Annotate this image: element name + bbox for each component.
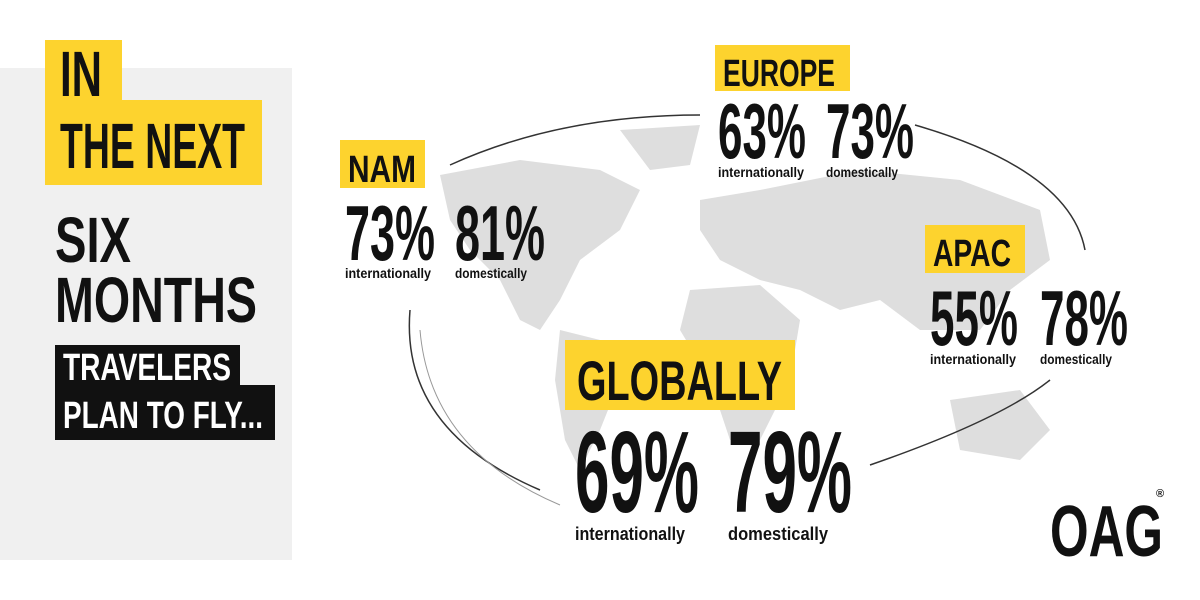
- dom-value: 78%: [1040, 274, 1128, 362]
- headline-line: IN: [60, 38, 102, 110]
- region-name: GLOBALLY: [577, 349, 782, 412]
- sub-box: [55, 385, 275, 440]
- region-box: [565, 340, 795, 410]
- dom-label: domestically: [455, 265, 527, 281]
- region-name: EUROPE: [723, 53, 835, 95]
- intl-value: 69%: [575, 407, 699, 537]
- intl-label: internationally: [718, 164, 804, 180]
- intl-value: 63%: [718, 87, 806, 175]
- region-box: [715, 45, 850, 91]
- intl-label: internationally: [930, 351, 1016, 367]
- sub-line: PLAN TO FLY...: [63, 395, 263, 437]
- intl-value: 55%: [930, 274, 1018, 362]
- dom-label: domestically: [728, 524, 828, 544]
- logo-mark: ®: [1156, 488, 1164, 500]
- region-box: [340, 140, 425, 188]
- dom-value: 81%: [455, 189, 545, 277]
- region-name: APAC: [933, 233, 1011, 275]
- intl-value: 73%: [345, 189, 435, 277]
- dom-label: domestically: [1040, 351, 1112, 367]
- intl-label: internationally: [345, 265, 431, 281]
- dom-value: 73%: [826, 87, 914, 175]
- intl-label: internationally: [575, 524, 685, 544]
- orbit-lines: [408, 114, 1086, 506]
- highlight-box: [45, 100, 262, 185]
- highlight-box: [45, 40, 122, 100]
- logo: OAG: [1050, 492, 1163, 572]
- region-name: NAM: [348, 149, 416, 191]
- headline-line: THE NEXT: [60, 110, 245, 182]
- sub-line: TRAVELERS: [63, 347, 231, 389]
- headline-line: SIX: [55, 204, 131, 276]
- dom-label: domestically: [826, 164, 898, 180]
- region-box: [925, 225, 1025, 273]
- dom-value: 79%: [728, 407, 852, 537]
- headline-line: MONTHS: [55, 264, 257, 336]
- sub-box: [55, 345, 240, 387]
